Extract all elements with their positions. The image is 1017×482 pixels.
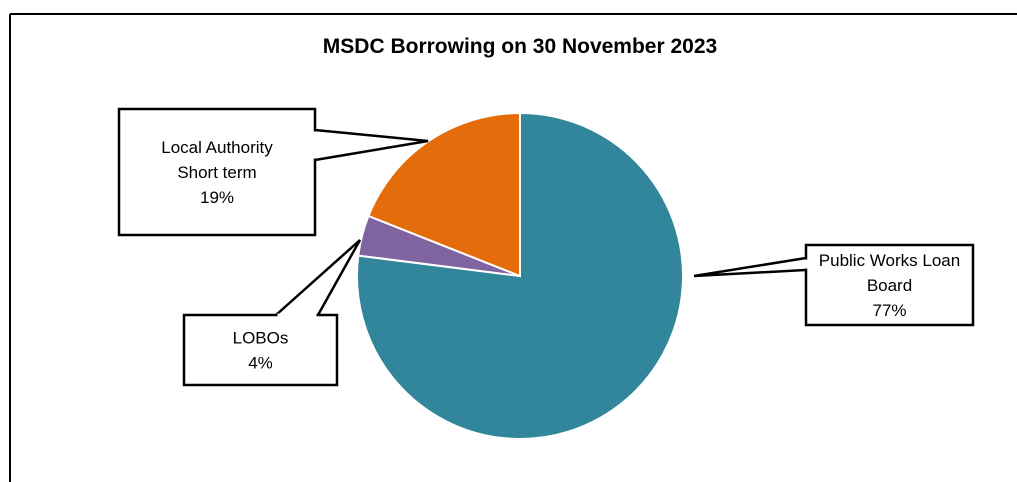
slice-callouts: Public Works Loan Board 77% LOBOs 4% Local Au…	[117, 107, 975, 387]
pie-slice-local-authority-short-term	[367, 111, 521, 278]
callout-pointer	[693, 256, 808, 278]
data-label-category: Public Works Loan	[819, 251, 960, 270]
pie-slices	[356, 111, 684, 440]
pie-slice-public-works-loan-board	[356, 111, 684, 440]
data-label-value: 4%	[248, 354, 273, 373]
callout-box	[804, 243, 975, 327]
callout-box	[117, 107, 317, 237]
data-label-category: Board	[867, 276, 912, 295]
data-label-category: Short term	[177, 163, 256, 182]
callout-box	[182, 313, 339, 387]
data-label-value: 77%	[872, 301, 906, 320]
callout-pointer	[272, 239, 362, 317]
data-label-category: Local Authority	[161, 138, 273, 157]
data-label-category: LOBOs	[233, 329, 289, 348]
chart-title: MSDC Borrowing on 30 November 2023	[323, 35, 717, 58]
data-label-value: 19%	[200, 188, 234, 207]
